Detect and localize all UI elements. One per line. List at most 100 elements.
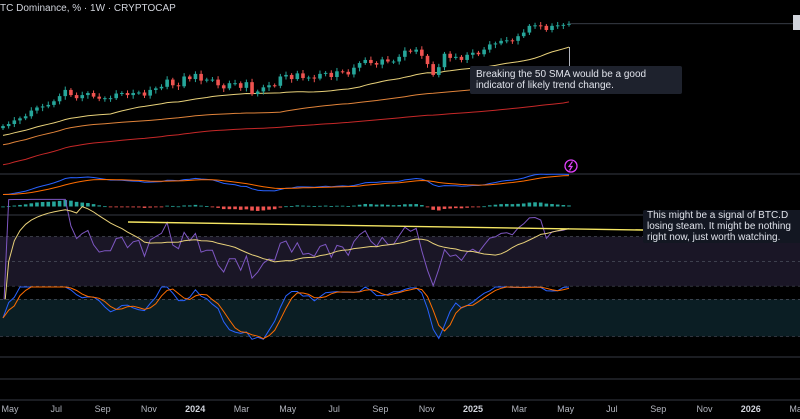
macd-histogram-bar <box>267 206 271 210</box>
candle-body <box>193 73 198 80</box>
candle-body <box>318 73 322 79</box>
macd-histogram-bar <box>420 205 424 207</box>
x-axis-label: Nov <box>141 404 158 414</box>
candle-body <box>233 83 237 85</box>
macd-histogram-bar <box>40 202 45 207</box>
macd-histogram-bar <box>29 203 34 207</box>
x-axis-label: Mar <box>789 404 800 414</box>
candle-body <box>187 76 192 80</box>
x-axis-label: May <box>279 404 297 414</box>
candle-body <box>63 89 68 97</box>
candle-body <box>103 98 107 100</box>
macd-histogram-bar <box>114 206 118 208</box>
macd-histogram-bar <box>318 205 322 207</box>
x-axis-label: Sep <box>650 404 666 414</box>
x-axis-label: Jul <box>606 404 618 414</box>
macd-histogram-bar <box>555 204 560 207</box>
candle-body <box>465 54 469 60</box>
macd-histogram-bar <box>238 206 243 210</box>
candle-body <box>1 126 5 129</box>
candle-body <box>493 43 498 45</box>
macd-histogram-bar <box>493 204 498 207</box>
macd-histogram-bar <box>120 206 124 208</box>
macd-histogram-bar <box>369 204 373 207</box>
candle-body <box>386 59 390 62</box>
macd-histogram-bar <box>182 205 186 207</box>
macd-histogram-bar <box>289 206 294 207</box>
candle-body <box>23 116 28 119</box>
x-axis: May Jul Sep Nov 2024 Mar May Jul Sep Nov 2025 Mar Ma… <box>1 404 800 414</box>
candle-body <box>74 95 79 99</box>
x-axis-label: Mar <box>234 404 250 414</box>
candle-body <box>125 93 130 96</box>
candle-body <box>301 73 305 79</box>
macd-histogram-bar <box>103 206 107 208</box>
macd-histogram-bar <box>550 204 554 207</box>
candle-body <box>154 88 158 90</box>
macd-histogram-bar <box>199 205 203 207</box>
candle-body <box>272 85 277 87</box>
x-axis-label: Sep <box>372 404 388 414</box>
candle-body <box>182 76 186 87</box>
macd-histogram-bar <box>408 204 413 207</box>
macd-histogram-bar <box>538 202 543 207</box>
x-axis-label: May <box>557 404 575 414</box>
macd-histogram-bar <box>567 205 571 207</box>
macd-histogram-bar <box>329 206 334 207</box>
stoch-pane <box>0 286 800 340</box>
macd-histogram-bar <box>272 206 277 210</box>
macd-histogram-bar <box>340 205 345 207</box>
alert-icon[interactable] <box>564 159 578 173</box>
macd-histogram-bar <box>171 205 175 207</box>
macd-histogram-bar <box>374 204 379 207</box>
candle-body <box>482 49 486 55</box>
macd-histogram-bar <box>386 204 390 207</box>
macd-histogram-bar <box>261 206 266 211</box>
candle-body <box>312 77 317 79</box>
rsi-ma-line <box>2 206 570 324</box>
candle-body <box>487 44 492 50</box>
candle-body <box>176 85 181 87</box>
macd-histogram-bar <box>165 205 169 207</box>
candle-body <box>18 118 22 121</box>
macd-histogram-bar <box>454 206 458 209</box>
candle-body <box>323 72 328 74</box>
candle-body <box>199 73 203 81</box>
candle-body <box>420 49 424 56</box>
x-axis-label: Jul <box>51 404 63 414</box>
rsi-pane <box>0 198 800 324</box>
rsi-trendline <box>127 221 644 231</box>
macd-histogram-bar <box>250 206 254 211</box>
macd-histogram-bar <box>35 202 39 207</box>
stoch-d-line <box>2 286 570 340</box>
candle-body <box>267 85 271 88</box>
macd-histogram-bar <box>561 205 566 207</box>
candle-body <box>238 83 243 88</box>
x-axis-label: 2026 <box>741 404 761 414</box>
macd-histogram-bar <box>52 201 56 207</box>
macd-histogram-bar <box>442 206 447 209</box>
candle-body <box>12 120 17 125</box>
macd-histogram-bar <box>210 206 215 208</box>
macd-histogram-bar <box>86 203 90 207</box>
candle-body <box>431 64 435 75</box>
candle-body <box>408 50 413 52</box>
macd-histogram-bar <box>504 203 509 207</box>
candle-body <box>244 82 249 88</box>
macd-histogram-bar <box>391 205 396 207</box>
macd-histogram-bar <box>80 202 85 207</box>
macd-histogram-bar <box>425 206 430 208</box>
macd-histogram-bar <box>306 205 311 207</box>
rsi-line <box>2 198 570 324</box>
sma-long-line <box>2 101 570 166</box>
macd-histogram-bar <box>193 204 198 207</box>
macd-histogram-bar <box>69 200 73 207</box>
annotation-note-sma: Breaking the 50 SMA would be a good indi… <box>470 66 682 94</box>
macd-histogram-bar <box>527 202 532 207</box>
candle-body <box>414 49 418 52</box>
macd-histogram-bar <box>278 206 283 208</box>
macd-histogram-bar <box>284 206 288 208</box>
macd-histogram-bar <box>352 205 356 207</box>
macd-histogram-bar <box>176 206 181 208</box>
